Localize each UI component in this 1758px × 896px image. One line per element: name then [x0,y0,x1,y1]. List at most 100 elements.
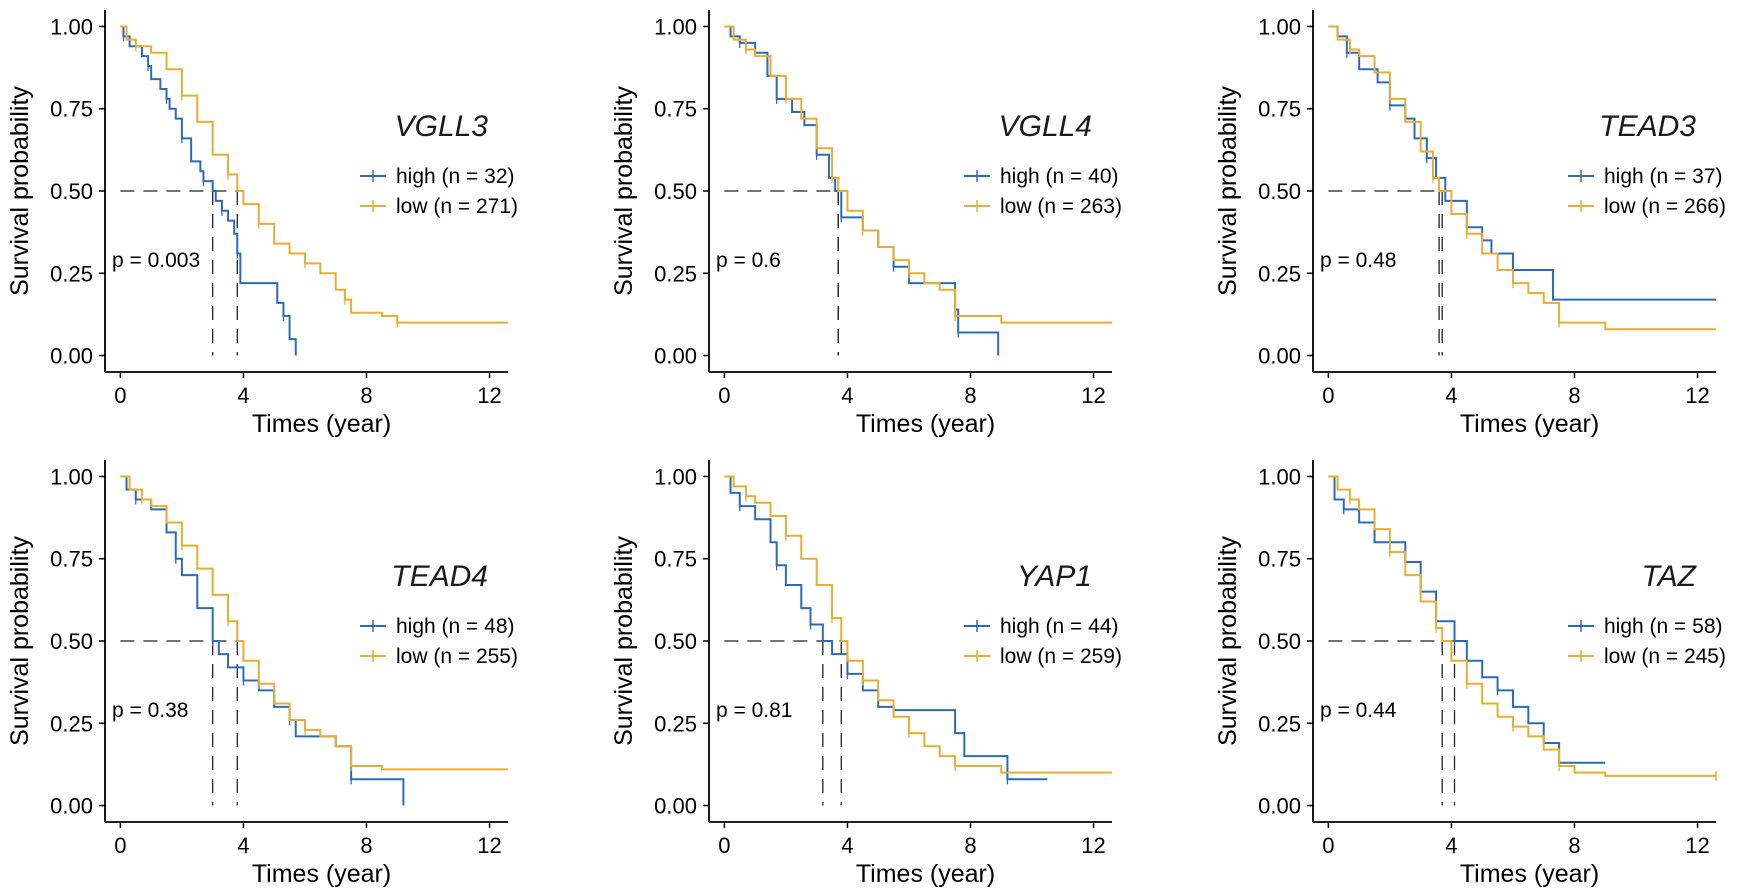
x-tick-label: 12 [1685,383,1709,408]
legend-label-low: low (n = 255) [396,645,518,668]
p-value-label: p = 0.6 [716,249,781,272]
y-tick-label: 0.25 [654,711,697,736]
x-tick-label: 0 [718,833,730,858]
y-axis-title: Survival probability [6,86,34,296]
survival-curve-low [120,475,508,771]
gene-title: TEAD4 [391,560,488,593]
survival-curve-high [724,475,1048,781]
y-tick-label: 0.00 [1258,344,1301,369]
legend-label-high: high (n = 40) [1000,165,1119,188]
y-tick-label: 1.00 [654,464,697,489]
p-value-label: p = 0.81 [716,699,792,722]
x-tick-label: 8 [360,383,372,408]
y-tick-label: 1.00 [1258,14,1301,39]
y-axis-title: Survival probability [1214,536,1242,746]
x-tick-label: 4 [841,383,853,408]
y-axis-title: Survival probability [610,536,638,746]
y-tick-label: 0.25 [1258,261,1301,286]
km-panel-vgll4: 0.00 0.25 0.50 0.75 1.00 0 4 8 12 Times (year) Sur… [610,10,1122,438]
x-tick-label: 0 [114,383,126,408]
y-tick-label: 0.00 [50,794,93,819]
legend-label-high: high (n = 48) [396,615,515,638]
y-tick-label: 0.25 [654,261,697,286]
y-tick-label: 1.00 [50,14,93,39]
y-tick-label: 0.50 [1258,179,1301,204]
y-tick-label: 0.00 [654,344,697,369]
legend-label-high: high (n = 37) [1604,165,1723,188]
legend-label-high: high (n = 32) [396,165,515,188]
y-tick-label: 0.50 [50,629,93,654]
y-axis-title: Survival probability [6,536,34,746]
y-tick-label: 0.50 [654,629,697,654]
x-tick-label: 4 [841,833,853,858]
gene-title: VGLL4 [999,110,1092,143]
gene-title: YAP1 [1017,560,1092,593]
x-axis-title: Times (year) [252,410,391,438]
x-tick-label: 8 [1568,383,1580,408]
survival-curve-high [1328,475,1606,764]
x-tick-label: 0 [718,383,730,408]
y-tick-label: 0.50 [1258,629,1301,654]
x-axis-title: Times (year) [1460,410,1599,438]
y-tick-label: 0.75 [50,97,93,122]
x-axis-title: Times (year) [856,860,995,888]
gene-title: VGLL3 [395,110,489,143]
x-tick-label: 8 [964,383,976,408]
survival-curve-low [1328,475,1716,777]
y-tick-label: 0.00 [1258,794,1301,819]
legend-label-low: low (n = 266) [1604,195,1726,218]
x-tick-label: 4 [237,833,249,858]
x-axis-title: Times (year) [252,860,391,888]
y-tick-label: 1.00 [50,464,93,489]
legend-label-low: low (n = 271) [396,195,518,218]
p-value-label: p = 0.48 [1320,249,1396,272]
x-axis-title: Times (year) [856,410,995,438]
x-tick-label: 4 [1445,383,1457,408]
x-tick-label: 12 [1081,833,1105,858]
x-tick-label: 12 [477,833,501,858]
y-tick-label: 1.00 [1258,464,1301,489]
y-tick-label: 0.75 [654,547,697,572]
y-tick-label: 0.75 [50,547,93,572]
km-panel-taz: 0.00 0.25 0.50 0.75 1.00 0 4 8 12 Times (year) Sur… [1214,460,1726,888]
km-panel-yap1: 0.00 0.25 0.50 0.75 1.00 0 4 8 12 Times (year) Sur… [610,460,1122,888]
y-tick-label: 0.00 [654,794,697,819]
km-panel-tead4: 0.00 0.25 0.50 0.75 1.00 0 4 8 12 Times (year) Sur… [6,460,518,888]
y-tick-label: 0.50 [654,179,697,204]
y-tick-label: 0.25 [50,261,93,286]
y-tick-label: 0.25 [1258,711,1301,736]
km-panel-vgll3: 0.00 0.25 0.50 0.75 1.00 0 4 8 12 Times (year) Sur… [6,10,518,438]
y-axis-title: Survival probability [610,86,638,296]
gene-title: TAZ [1642,560,1698,593]
x-axis-title: Times (year) [1460,860,1599,888]
y-tick-label: 1.00 [654,14,697,39]
x-tick-label: 0 [114,833,126,858]
legend-label-low: low (n = 263) [1000,195,1122,218]
survival-curve-low [120,25,508,324]
p-value-label: p = 0.003 [112,249,200,272]
y-axis-title: Survival probability [1214,86,1242,296]
legend-label-high: high (n = 58) [1604,615,1723,638]
y-tick-label: 0.00 [50,344,93,369]
y-tick-label: 0.75 [654,97,697,122]
p-value-label: p = 0.38 [112,699,188,722]
legend-label-high: high (n = 44) [1000,615,1119,638]
x-tick-label: 8 [964,833,976,858]
x-tick-label: 12 [1081,383,1105,408]
x-tick-label: 8 [360,833,372,858]
survival-curve-low [724,25,1112,324]
y-tick-label: 0.25 [50,711,93,736]
survival-curve-low [1328,25,1716,331]
x-tick-label: 0 [1322,383,1334,408]
x-tick-label: 0 [1322,833,1334,858]
x-tick-label: 4 [1445,833,1457,858]
y-tick-label: 0.50 [50,179,93,204]
x-tick-label: 12 [477,383,501,408]
y-tick-label: 0.75 [1258,97,1301,122]
legend-label-low: low (n = 245) [1604,645,1726,668]
x-tick-label: 4 [237,383,249,408]
survival-curve-low [724,475,1112,774]
p-value-label: p = 0.44 [1320,699,1397,722]
survival-curve-high [724,25,1000,356]
